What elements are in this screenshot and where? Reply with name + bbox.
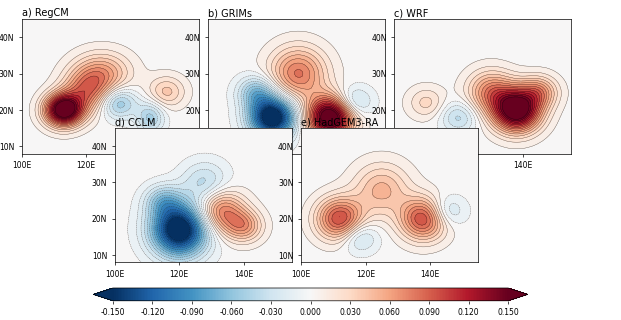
PathPatch shape <box>93 288 113 301</box>
PathPatch shape <box>508 288 528 301</box>
Text: e) HadGEM3-RA: e) HadGEM3-RA <box>301 117 378 127</box>
Text: a) RegCM: a) RegCM <box>22 8 68 19</box>
Text: b) GRIMs: b) GRIMs <box>208 8 252 19</box>
Text: d) CCLM: d) CCLM <box>115 117 155 127</box>
Text: c) WRF: c) WRF <box>394 8 428 19</box>
